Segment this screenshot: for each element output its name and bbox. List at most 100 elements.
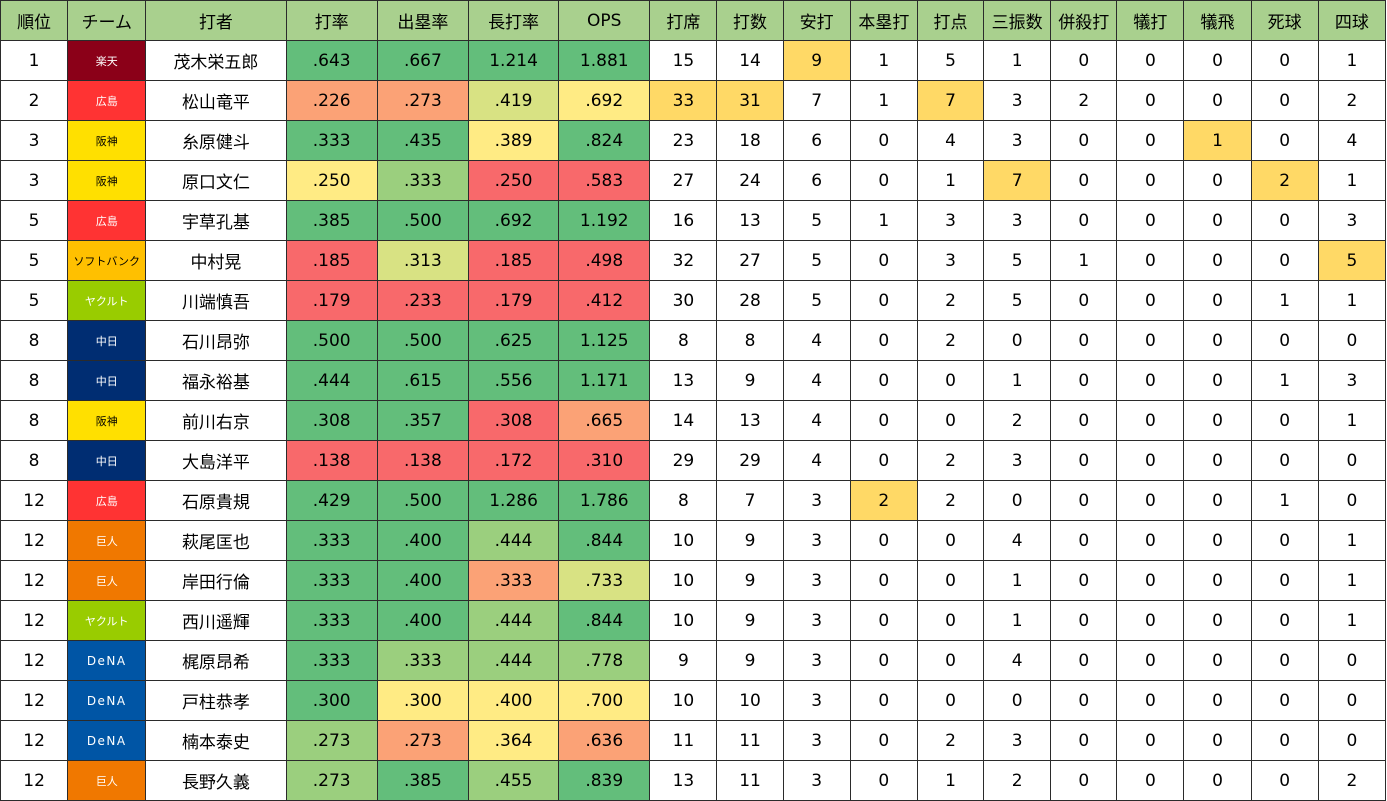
avg-cell: .429 <box>285 480 378 521</box>
pa-cell: 13 <box>649 760 718 801</box>
bb-cell: 0 <box>1317 320 1387 361</box>
h-cell: 6 <box>782 160 851 201</box>
hr-cell: 0 <box>849 760 918 801</box>
sh-cell: 0 <box>1116 320 1185 361</box>
hbp-cell: 1 <box>1250 480 1319 521</box>
hr-cell: 0 <box>849 320 918 361</box>
column-header-hr: 本塁打 <box>849 0 918 41</box>
pa-cell: 32 <box>649 240 718 281</box>
h-cell: 5 <box>782 280 851 321</box>
player-cell: 糸原健斗 <box>145 120 287 161</box>
h-cell: 4 <box>782 400 851 441</box>
sh-cell: 0 <box>1116 560 1185 601</box>
sf-cell: 0 <box>1183 600 1252 641</box>
bb-cell: 1 <box>1317 280 1387 321</box>
ops-cell: .692 <box>558 80 651 121</box>
sf-cell: 0 <box>1183 240 1252 281</box>
ops-cell: 1.125 <box>558 320 651 361</box>
obp-cell: .138 <box>376 440 469 481</box>
ab-cell: 24 <box>716 160 784 201</box>
rank-cell: 12 <box>0 560 69 601</box>
column-header-player: 打者 <box>145 0 287 41</box>
rbi-cell: 0 <box>916 360 985 401</box>
rbi-cell: 1 <box>916 160 985 201</box>
team-cell: DeNA <box>67 720 147 761</box>
ops-cell: .665 <box>558 400 651 441</box>
pa-cell: 10 <box>649 560 718 601</box>
sf-cell: 0 <box>1183 760 1252 801</box>
ab-cell: 18 <box>716 120 784 161</box>
pa-cell: 9 <box>649 640 718 681</box>
ops-cell: .844 <box>558 600 651 641</box>
so-cell: 0 <box>983 680 1052 721</box>
rank-cell: 3 <box>0 160 69 201</box>
rank-cell: 12 <box>0 520 69 561</box>
column-header-h: 安打 <box>782 0 851 41</box>
obp-cell: .333 <box>376 160 469 201</box>
sh-cell: 0 <box>1116 80 1185 121</box>
table-row: 12 巨人 萩尾匡也 .333.400.444.844 10 9 3 0 0 4 0 0 0 0 1 <box>0 520 1387 561</box>
slg-cell: .444 <box>467 520 560 561</box>
obp-cell: .273 <box>376 720 469 761</box>
sf-cell: 0 <box>1183 440 1252 481</box>
player-cell: 松山竜平 <box>145 80 287 121</box>
pa-cell: 8 <box>649 320 718 361</box>
h-cell: 5 <box>782 240 851 281</box>
table-row: 3 阪神 糸原健斗 .333.435.389.824 23 18 6 0 4 3 0 0 1 0 4 <box>0 120 1387 161</box>
table-row: 12 ヤクルト 西川遥輝 .333.400.444.844 10 9 3 0 0 1 0 0 0 0 1 <box>0 600 1387 641</box>
so-cell: 7 <box>983 160 1052 201</box>
bb-cell: 5 <box>1317 240 1387 281</box>
gdp-cell: 0 <box>1050 680 1118 721</box>
hbp-cell: 0 <box>1250 560 1319 601</box>
table-header: 順位 チーム 打者 打率 出塁率 長打率 OPS 打席 打数 安打 本塁打 打点 三振数 併殺打 犠打 犠飛死… <box>0 0 1387 41</box>
obp-cell: .385 <box>376 760 469 801</box>
obp-cell: .500 <box>376 320 469 361</box>
so-cell: 1 <box>983 600 1052 641</box>
pa-cell: 15 <box>649 40 718 81</box>
table-row: 5 ソフトバンク 中村晃 .185.313.185.498 32 27 5 0 3 5 1 0 0 0 5 <box>0 240 1387 281</box>
ops-cell: 1.881 <box>558 40 651 81</box>
rbi-cell: 1 <box>916 760 985 801</box>
avg-cell: .250 <box>285 160 378 201</box>
team-cell: 広島 <box>67 80 147 121</box>
column-header-bb: 四球 <box>1317 0 1387 41</box>
hr-cell: 0 <box>849 360 918 401</box>
h-cell: 9 <box>782 40 851 81</box>
rank-cell: 8 <box>0 400 69 441</box>
ops-cell: .412 <box>558 280 651 321</box>
player-cell: 中村晃 <box>145 240 287 281</box>
rank-cell: 12 <box>0 680 69 721</box>
h-cell: 6 <box>782 120 851 161</box>
avg-cell: .333 <box>285 640 378 681</box>
pa-cell: 8 <box>649 480 718 521</box>
ops-cell: 1.192 <box>558 200 651 241</box>
rank-cell: 5 <box>0 280 69 321</box>
column-header-sf: 犠飛 <box>1183 0 1252 41</box>
obp-cell: .435 <box>376 120 469 161</box>
h-cell: 3 <box>782 680 851 721</box>
ops-cell: .700 <box>558 680 651 721</box>
player-cell: 福永裕基 <box>145 360 287 401</box>
team-cell: DeNA <box>67 680 147 721</box>
team-cell: 阪神 <box>67 120 147 161</box>
obp-cell: .400 <box>376 520 469 561</box>
pa-cell: 13 <box>649 360 718 401</box>
rank-cell: 12 <box>0 720 69 761</box>
avg-cell: .500 <box>285 320 378 361</box>
ops-cell: .583 <box>558 160 651 201</box>
avg-cell: .444 <box>285 360 378 401</box>
hbp-cell: 0 <box>1250 80 1319 121</box>
hbp-cell: 0 <box>1250 760 1319 801</box>
avg-cell: .333 <box>285 520 378 561</box>
ab-cell: 27 <box>716 240 784 281</box>
sh-cell: 0 <box>1116 760 1185 801</box>
header-row: 順位 チーム 打者 打率 出塁率 長打率 OPS 打席 打数 安打 本塁打 打点 三振数 併殺打 犠打 犠飛死… <box>0 0 1387 41</box>
h-cell: 5 <box>782 200 851 241</box>
hbp-cell: 0 <box>1250 720 1319 761</box>
h-cell: 3 <box>782 760 851 801</box>
slg-cell: .556 <box>467 360 560 401</box>
hbp-cell: 0 <box>1250 40 1319 81</box>
pa-cell: 30 <box>649 280 718 321</box>
slg-cell: .444 <box>467 640 560 681</box>
sh-cell: 0 <box>1116 120 1185 161</box>
